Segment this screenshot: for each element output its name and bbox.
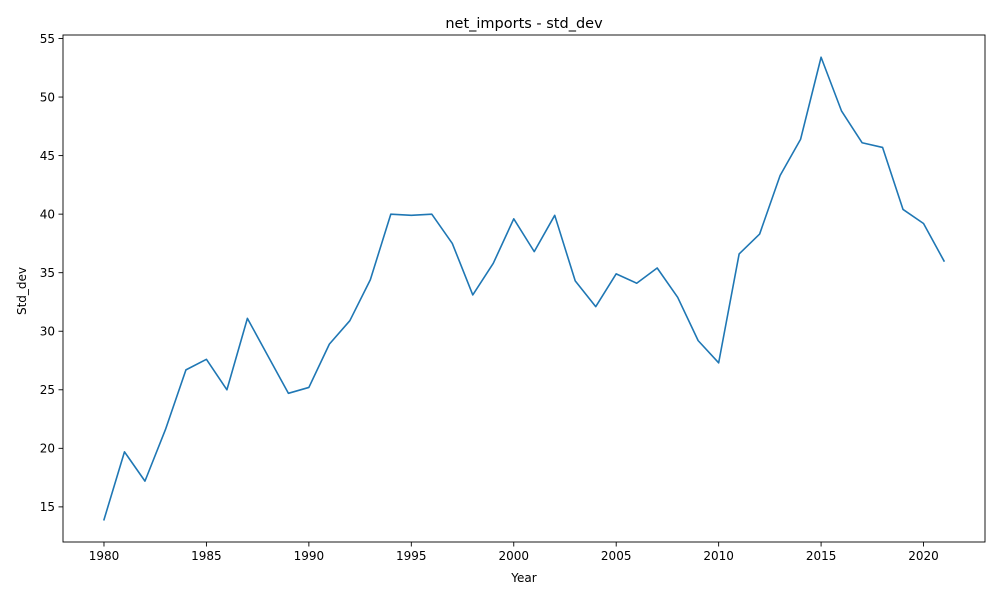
x-tick-label: 2000 bbox=[498, 549, 529, 563]
x-axis: 1980 1985 1990 1995 2000 2005 2010 2015 2020 bbox=[89, 542, 939, 563]
y-tick-label: 55 bbox=[40, 32, 55, 46]
x-tick-label: 1980 bbox=[89, 549, 120, 563]
x-tick-label: 2005 bbox=[601, 549, 632, 563]
x-tick-label: 2015 bbox=[806, 549, 837, 563]
y-tick-label: 40 bbox=[40, 207, 55, 221]
chart-title: net_imports - std_dev bbox=[445, 16, 603, 32]
y-axis: 15 20 25 30 35 40 45 50 55 bbox=[40, 32, 63, 514]
y-tick-label: 35 bbox=[40, 266, 55, 280]
x-tick-label: 2020 bbox=[908, 549, 939, 563]
y-tick-label: 15 bbox=[40, 500, 55, 514]
plot-frame bbox=[62, 34, 986, 543]
y-tick-label: 50 bbox=[40, 90, 55, 104]
x-tick-label: 1990 bbox=[294, 549, 325, 563]
y-tick-label: 25 bbox=[40, 383, 55, 397]
y-tick-label: 30 bbox=[40, 325, 55, 339]
x-tick-label: 2010 bbox=[703, 549, 734, 563]
y-tick-label: 20 bbox=[40, 442, 55, 456]
x-tick-label: 1995 bbox=[396, 549, 427, 563]
x-axis-title: Year bbox=[510, 571, 536, 585]
plot-area bbox=[62, 34, 986, 543]
y-tick-label: 45 bbox=[40, 149, 55, 163]
y-axis-title: Std_dev bbox=[15, 267, 29, 315]
x-tick-label: 1985 bbox=[191, 549, 222, 563]
series-line-0 bbox=[102, 56, 946, 521]
